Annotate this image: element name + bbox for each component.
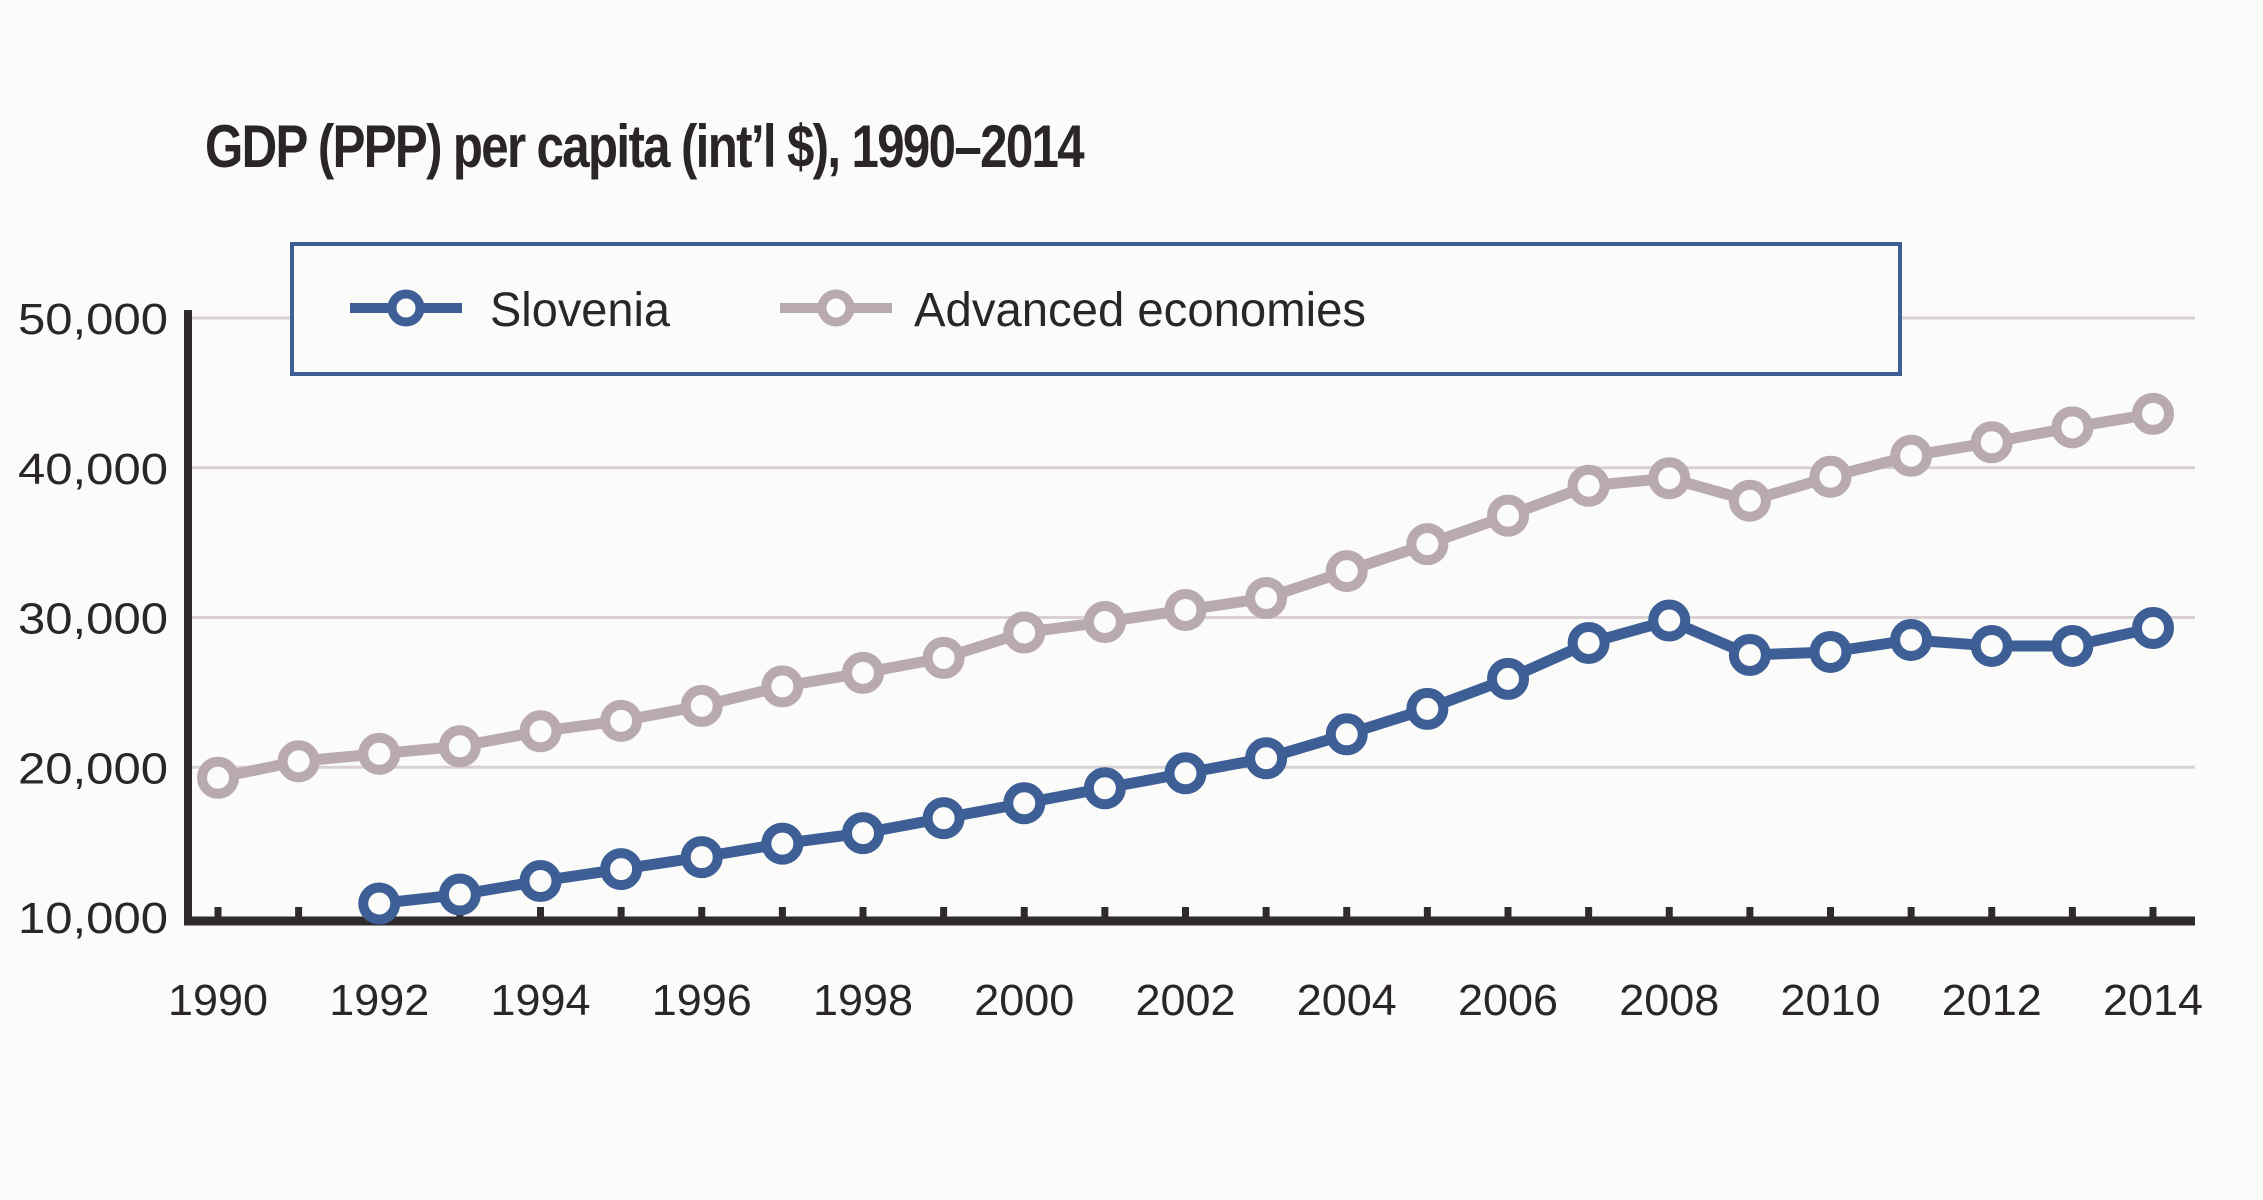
legend-slovenia-marker bbox=[387, 289, 425, 327]
chart-title: GDP (PPP) per capita (int’l $), 1990–201… bbox=[205, 113, 1085, 180]
x-tick-label: 2002 bbox=[1136, 976, 1236, 1025]
series-layer bbox=[197, 392, 2174, 925]
x-tick-label: 2012 bbox=[1942, 976, 2042, 1025]
data-point-advanced-economies bbox=[842, 651, 884, 694]
data-point-slovenia bbox=[1809, 630, 1852, 673]
x-tick-label: 2008 bbox=[1619, 976, 1719, 1025]
data-point-slovenia bbox=[1406, 687, 1449, 730]
y-tick-label: 50,000 bbox=[18, 295, 168, 344]
data-point-slovenia bbox=[600, 848, 643, 891]
data-point-slovenia bbox=[1164, 752, 1207, 795]
data-point-slovenia bbox=[519, 860, 562, 903]
x-tick-label: 2014 bbox=[2103, 976, 2203, 1025]
data-point-slovenia bbox=[2132, 606, 2174, 649]
x-tick-label: 1996 bbox=[652, 976, 752, 1025]
data-point-slovenia bbox=[842, 812, 884, 855]
x-tick-label: 2004 bbox=[1297, 976, 1397, 1025]
x-tick-label: 1990 bbox=[168, 976, 268, 1025]
data-point-advanced-economies bbox=[1083, 600, 1126, 643]
data-point-advanced-economies bbox=[1487, 494, 1529, 537]
data-point-slovenia bbox=[2051, 624, 2094, 667]
data-point-slovenia bbox=[1890, 618, 1933, 661]
x-tick-label: 2000 bbox=[974, 976, 1074, 1025]
data-point-slovenia bbox=[1003, 782, 1046, 825]
legend-box bbox=[290, 242, 1902, 376]
x-tick-label: 1992 bbox=[329, 976, 429, 1025]
legend-advanced-marker bbox=[817, 289, 855, 327]
data-point-advanced-economies bbox=[1648, 457, 1691, 500]
data-point-slovenia bbox=[438, 873, 481, 916]
legend-advanced-label: Advanced economies bbox=[914, 284, 1366, 337]
data-point-slovenia bbox=[1083, 767, 1126, 810]
data-point-advanced-economies bbox=[1890, 434, 1933, 477]
data-point-slovenia bbox=[922, 797, 965, 840]
y-tick-label: 10,000 bbox=[18, 894, 168, 943]
data-point-advanced-economies bbox=[2051, 406, 2094, 449]
legend: Slovenia Advanced economies bbox=[290, 242, 1902, 376]
legend-slovenia-label: Slovenia bbox=[490, 284, 670, 337]
data-point-slovenia bbox=[1325, 713, 1368, 756]
data-point-slovenia bbox=[358, 882, 401, 925]
data-point-advanced-economies bbox=[600, 699, 643, 742]
data-point-slovenia bbox=[1567, 621, 1610, 664]
data-point-advanced-economies bbox=[1809, 455, 1852, 498]
data-point-slovenia bbox=[680, 836, 723, 879]
x-tick-label: 2010 bbox=[1781, 976, 1881, 1025]
data-point-advanced-economies bbox=[1325, 550, 1368, 593]
data-point-advanced-economies bbox=[1406, 523, 1449, 566]
data-point-advanced-economies bbox=[761, 665, 804, 708]
data-point-advanced-economies bbox=[922, 636, 965, 679]
data-point-slovenia bbox=[761, 822, 804, 865]
data-point-advanced-economies bbox=[1164, 589, 1207, 632]
data-point-slovenia bbox=[1487, 657, 1529, 700]
data-point-advanced-economies bbox=[1567, 464, 1610, 507]
y-tick-label: 30,000 bbox=[18, 595, 168, 644]
data-point-slovenia bbox=[1728, 633, 1771, 676]
x-tick-label: 2006 bbox=[1458, 976, 1558, 1025]
data-point-advanced-economies bbox=[1970, 421, 2013, 464]
data-point-advanced-economies bbox=[2132, 392, 2174, 435]
data-point-advanced-economies bbox=[1728, 479, 1771, 522]
data-point-advanced-economies bbox=[1245, 577, 1288, 620]
data-point-advanced-economies bbox=[519, 710, 562, 753]
y-tick-label: 20,000 bbox=[18, 744, 168, 793]
y-tick-label: 40,000 bbox=[18, 445, 168, 494]
axes: 10,000 20,000 30,000 40,000 50,000 1990 1992 19… bbox=[18, 295, 2203, 1025]
data-point-slovenia bbox=[1970, 624, 2013, 667]
data-point-advanced-economies bbox=[358, 732, 401, 775]
data-point-advanced-economies bbox=[680, 684, 723, 727]
data-point-slovenia bbox=[1648, 599, 1691, 642]
data-point-advanced-economies bbox=[277, 740, 320, 783]
x-tick-label: 1998 bbox=[813, 976, 913, 1025]
gridlines bbox=[190, 316, 2195, 769]
data-point-advanced-economies bbox=[438, 725, 481, 768]
data-point-advanced-economies bbox=[197, 756, 239, 799]
x-tick-label: 1994 bbox=[491, 976, 591, 1025]
data-point-advanced-economies bbox=[1003, 611, 1046, 654]
data-point-slovenia bbox=[1245, 737, 1288, 780]
